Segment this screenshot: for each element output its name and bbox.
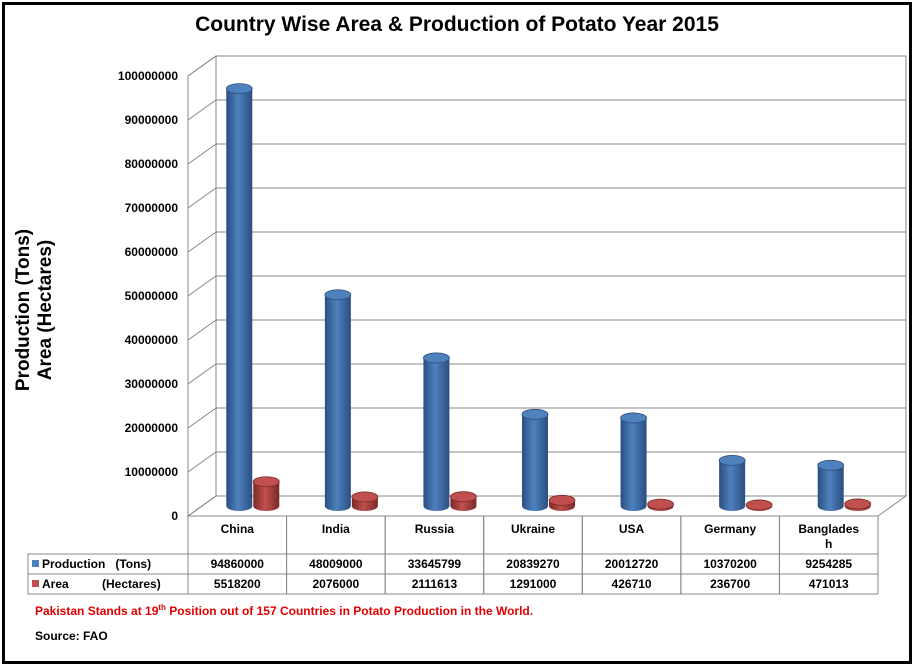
production-bar bbox=[521, 408, 549, 511]
legend-label: Production (Tons) bbox=[42, 557, 151, 571]
y-tick-label: 20000000 bbox=[125, 421, 179, 435]
footnote-sup: th bbox=[158, 603, 166, 612]
category-label: China bbox=[221, 522, 255, 536]
category-label: Germany bbox=[704, 522, 756, 536]
gridline bbox=[187, 187, 906, 209]
gridline bbox=[187, 407, 906, 429]
data-label: 5518200 bbox=[214, 577, 261, 591]
production-bar bbox=[718, 454, 746, 512]
data-label: 2076000 bbox=[312, 577, 359, 591]
data-label: 33645799 bbox=[408, 557, 462, 571]
data-label: 20012720 bbox=[605, 557, 659, 571]
data-label: 236700 bbox=[710, 577, 750, 591]
production-bar bbox=[225, 83, 253, 512]
area-bar bbox=[745, 499, 773, 512]
y-tick-label: 70000000 bbox=[125, 201, 179, 215]
category-label: Ukraine bbox=[511, 522, 555, 536]
production-bar bbox=[324, 289, 352, 512]
category-label: Banglades bbox=[798, 522, 859, 536]
category-label: India bbox=[322, 522, 350, 536]
table-cell bbox=[778, 573, 879, 595]
y-tick-label: 40000000 bbox=[125, 333, 179, 347]
footnote-suffix: Position out of 157 Countries in Potato … bbox=[165, 604, 534, 618]
area-bar bbox=[351, 491, 379, 512]
data-label: 20839270 bbox=[506, 557, 560, 571]
area-bar bbox=[844, 498, 872, 512]
category-label: h bbox=[825, 537, 832, 551]
chart-title: Country Wise Area & Production of Potato… bbox=[195, 13, 719, 36]
data-label: 2111613 bbox=[412, 577, 458, 591]
data-label: 94860000 bbox=[211, 557, 265, 571]
gridline bbox=[187, 275, 906, 297]
area-bar bbox=[647, 498, 674, 512]
area-bar bbox=[450, 491, 477, 512]
area-bar bbox=[548, 494, 576, 511]
data-label: 10370200 bbox=[703, 557, 757, 571]
legend-label: Area (Hectares) bbox=[42, 577, 161, 591]
area-bar bbox=[252, 476, 280, 511]
y-tick-label: 80000000 bbox=[125, 157, 179, 171]
gridline bbox=[187, 451, 906, 473]
y-tick-label: 50000000 bbox=[125, 289, 179, 303]
gridline bbox=[187, 231, 906, 253]
y-tick-label: 90000000 bbox=[125, 113, 179, 127]
y-tick-label: 60000000 bbox=[125, 245, 179, 259]
category-label: USA bbox=[619, 522, 645, 536]
source-label: Source: FAO bbox=[35, 629, 108, 643]
category-label: Russia bbox=[415, 522, 455, 536]
y-tick-label: 30000000 bbox=[125, 377, 179, 391]
y-tick-label: 10000000 bbox=[125, 465, 179, 479]
data-label: 9254285 bbox=[805, 557, 852, 571]
gridline bbox=[187, 55, 906, 77]
legend-swatch bbox=[32, 580, 39, 587]
footnote-prefix: Pakistan Stands at 19 bbox=[35, 604, 159, 618]
data-label: 1291000 bbox=[510, 577, 557, 591]
gridline bbox=[187, 99, 906, 121]
data-label: 471013 bbox=[809, 577, 849, 591]
y-tick-label: 100000000 bbox=[118, 69, 178, 83]
gridline bbox=[187, 363, 906, 385]
production-bar bbox=[620, 412, 647, 512]
data-label: 426710 bbox=[612, 577, 652, 591]
production-bar bbox=[423, 352, 450, 512]
gridline bbox=[187, 495, 906, 517]
footnote: Pakistan Stands at 19th Position out of … bbox=[35, 603, 533, 618]
gridline bbox=[187, 319, 906, 341]
data-label: 48009000 bbox=[309, 557, 363, 571]
gridline bbox=[187, 143, 906, 165]
legend-swatch bbox=[32, 560, 39, 567]
y-tick-label: 0 bbox=[171, 509, 178, 523]
production-bar bbox=[817, 459, 845, 512]
